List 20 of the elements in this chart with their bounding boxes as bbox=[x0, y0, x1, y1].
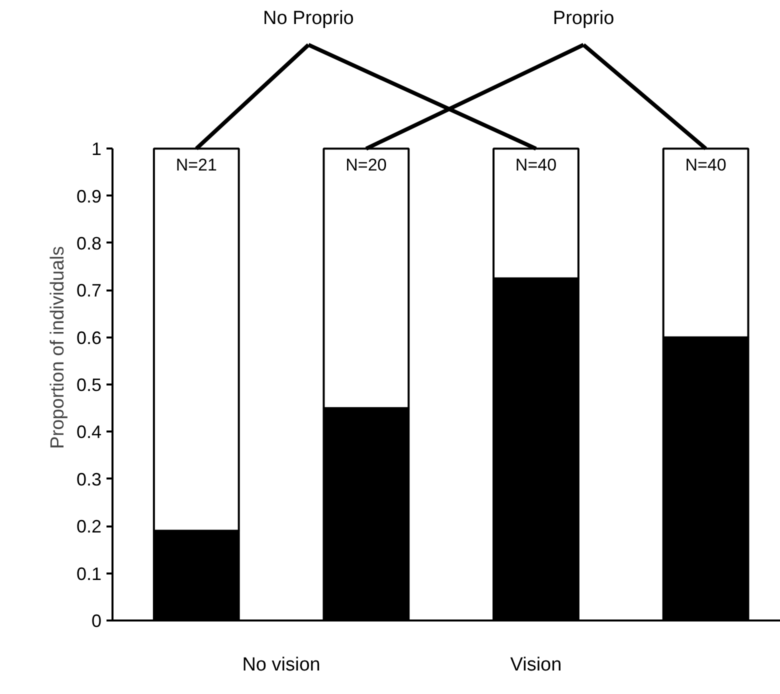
y-tick-label: 0.9 bbox=[76, 186, 102, 206]
y-tick-label: 0.8 bbox=[76, 234, 102, 254]
y-tick-label: 0.1 bbox=[76, 564, 102, 584]
y-tick-label: 0 bbox=[91, 610, 102, 631]
y-tick-label: 0.7 bbox=[76, 280, 102, 301]
annotation: N=20 bbox=[346, 156, 387, 175]
annotation: N=40 bbox=[685, 156, 726, 175]
text: No vision bbox=[242, 654, 320, 676]
y-axis-title: Proportion of individuals bbox=[47, 246, 68, 449]
y-tick-label: 0.4 bbox=[76, 422, 102, 442]
y-tick-label: 1 bbox=[91, 139, 102, 160]
y-tick-label: 0.3 bbox=[76, 469, 102, 490]
text: Vision bbox=[510, 654, 562, 676]
text: No Proprio bbox=[263, 8, 354, 29]
y-tick-label: 0.5 bbox=[76, 375, 102, 396]
y-tick-label: 0.6 bbox=[76, 328, 102, 348]
y-tick-label: 0.2 bbox=[76, 516, 102, 537]
annotation: N=40 bbox=[515, 156, 557, 175]
text: Proprio bbox=[552, 8, 614, 29]
annotation: N=21 bbox=[176, 156, 217, 175]
